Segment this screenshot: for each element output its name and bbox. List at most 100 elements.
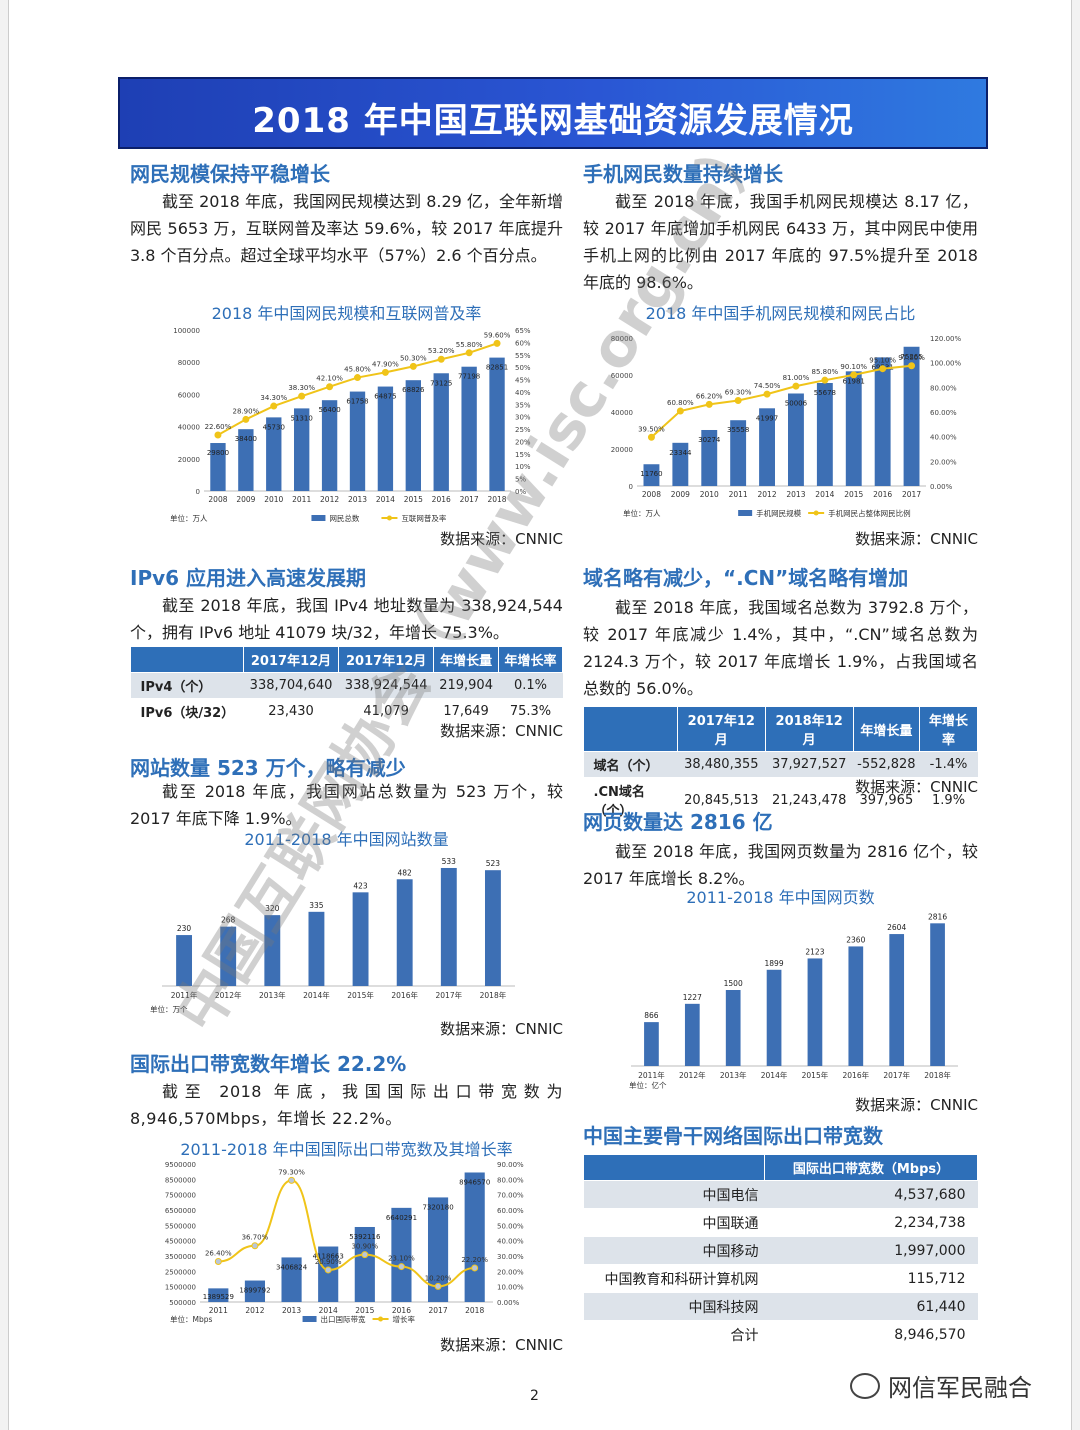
chart-unit: 单位：万人 <box>170 513 208 523</box>
domain-cell: -552,828 <box>853 751 920 778</box>
bar <box>759 408 775 486</box>
x-tick-label: 2011年 <box>638 1070 665 1080</box>
webpages-text: 截至 2018 年底，我国网页数量为 2816 亿个，较 2017 年底增长 8… <box>583 842 978 888</box>
mobile-chart: 0 20000 40000 60000 80000 0.00% 20.00% 40.00% 60… <box>611 335 962 518</box>
line-point <box>792 382 800 390</box>
bar <box>845 371 862 486</box>
x-tick-label: 2018年 <box>924 1070 951 1080</box>
x-tick-label: 2011 <box>292 495 311 504</box>
legend-line-marker <box>378 1316 384 1322</box>
line-value-label: 38.30% <box>288 384 315 392</box>
y2-tick-label: 100.00% <box>930 360 961 368</box>
y2-tick-label: 10.00% <box>497 1284 524 1292</box>
line-point <box>397 1263 405 1271</box>
brand-mark: 网信军民融合 <box>850 1368 1032 1403</box>
bar-value-label: 61981 <box>843 377 865 385</box>
line-value-label: 69.30% <box>725 389 752 397</box>
x-tick-label: 2008 <box>642 490 661 499</box>
line-value-label: 81.00% <box>783 374 810 382</box>
ipv6-header-cell <box>130 646 244 673</box>
line-point <box>705 400 713 408</box>
x-tick-label: 2012 <box>758 490 777 499</box>
x-tick-label: 2013 <box>786 490 805 499</box>
table-row: 中国教育和科研计算机网 115,712 <box>583 1264 978 1293</box>
line-value-label: 36.70% <box>242 1234 269 1242</box>
bar <box>461 366 477 491</box>
line-point <box>471 1264 479 1272</box>
page-title: 2018 年中国互联网基础资源发展情况 <box>252 101 854 141</box>
y2-tick-label: 35% <box>515 401 531 409</box>
bar-value-label: 68826 <box>402 386 425 394</box>
y2-tick-label: 30% <box>515 414 531 422</box>
webpages-chart: 866 2011年 1227 2012年 1500 2013年 1899 2014年 2123 2… <box>629 912 958 1090</box>
line-point <box>434 1282 442 1290</box>
bar-value-label: 2123 <box>805 947 824 956</box>
netizens-chart: 0 20000 40000 60000 80000 100000 0% 5% 10% 15% 20%… <box>170 327 531 523</box>
bar <box>281 1257 302 1302</box>
bar-value-label: 1227 <box>683 993 702 1002</box>
x-tick-label: 2014年 <box>761 1070 788 1080</box>
bar-value-label: 2360 <box>846 935 865 944</box>
bar <box>643 464 660 486</box>
x-tick-label: 2012 <box>320 495 339 504</box>
legend-line-marker <box>813 510 819 516</box>
line-point <box>242 415 250 423</box>
ipv6-heading: IPv6 应用进入高速发展期 <box>130 566 367 590</box>
bar <box>433 373 449 491</box>
bar-value-label: 423 <box>353 881 368 890</box>
y2-tick-label: 120.00% <box>930 335 961 343</box>
y2-tick-label: 10% <box>515 463 531 471</box>
legend-bar-label: 出口国际带宽 <box>321 1314 366 1324</box>
line-point <box>676 407 684 415</box>
y-tick-label: 40000 <box>178 424 200 432</box>
bandwidth-chart-title: 2011-2018 年中国国际出口带宽数及其增长率 <box>180 1140 513 1159</box>
x-tick-label: 2017年 <box>436 990 463 1000</box>
line-value-label: 55.80% <box>456 341 483 349</box>
line-value-label: 20.90% <box>315 1258 342 1266</box>
bar-value-label: 61758 <box>346 398 368 406</box>
bar-value-label: 35558 <box>727 426 749 434</box>
y2-tick-label: 15% <box>515 451 531 459</box>
y-tick-label: 80000 <box>611 335 633 343</box>
line-point <box>647 433 655 441</box>
line-value-label: 95.10% <box>869 357 896 365</box>
y2-tick-label: 5% <box>515 476 526 484</box>
y2-tick-label: 60% <box>515 339 531 347</box>
mobile-source: 数据来源：CNNIC <box>855 530 978 548</box>
domain-cell: 域名（个） <box>583 751 678 778</box>
network-name: 中国科技网 <box>583 1292 765 1321</box>
line-point <box>270 402 278 410</box>
webpages-chart-title: 2011-2018 年中国网页数 <box>686 888 875 907</box>
ipv6-header-cell: 年增长量 <box>433 646 499 673</box>
line-point <box>288 1176 296 1184</box>
line-point <box>908 362 916 370</box>
mobile-text: 截至 2018 年底，我国手机网民规模达 8.17 亿，较 2017 年底增加手… <box>583 192 978 292</box>
webpages-heading: 网页数量达 2816 亿 <box>583 810 773 834</box>
websites-text: 截至 2018 年底，我国网站总数量为 523 万个，较 2017 年底下降 1… <box>130 782 563 828</box>
line-point <box>763 390 771 398</box>
bar-value-label: 30274 <box>698 436 721 444</box>
ipv6-cell: IPv6（块/32） <box>130 698 244 725</box>
bar-value-label: 533 <box>442 857 457 866</box>
x-tick-label: 2013 <box>348 495 367 504</box>
chart-unit: 单位：Mbps <box>170 1314 212 1324</box>
line-value-label: 97.50% <box>898 354 925 362</box>
x-tick-label: 2013年 <box>720 1070 747 1080</box>
network-name: 中国联通 <box>583 1208 765 1237</box>
x-tick-label: 2014 <box>376 495 395 504</box>
bar-value-label: 55678 <box>814 389 836 397</box>
bar-value-label: 6640291 <box>386 1214 417 1222</box>
table-row: 中国科技网 61,440 <box>583 1292 978 1321</box>
bandwidth-value: 61,440 <box>764 1292 978 1321</box>
x-tick-label: 2015 <box>355 1306 374 1315</box>
bar <box>816 382 833 486</box>
y2-tick-label: 20% <box>515 438 531 446</box>
websites-chart-title: 2011-2018 年中国网站数量 <box>244 830 449 849</box>
ipv6-header-cell: 2017年12月 <box>242 646 340 673</box>
ipv6-cell: 23,430 <box>243 698 339 725</box>
bar <box>725 990 741 1066</box>
bar <box>377 386 394 491</box>
domain-text: 截至 2018 年底，我国域名总数为 3792.8 万个，较 2017 年底减少… <box>583 598 978 698</box>
bar <box>672 442 689 486</box>
y2-tick-label: 0% <box>515 488 526 496</box>
